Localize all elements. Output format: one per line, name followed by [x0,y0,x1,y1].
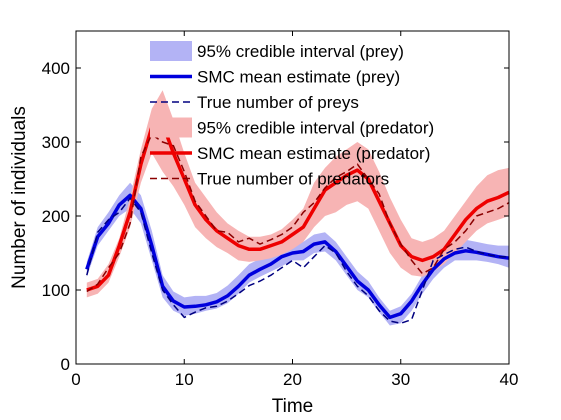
legend: 95% credible interval (prey) SMC mean est… [150,41,434,189]
legend-swatch [150,41,192,61]
x-tick-label: 40 [500,370,519,389]
legend-item-95-credible-interval-predator: 95% credible interval (predator) [150,117,434,138]
x-tick-label: 0 [71,370,80,389]
legend-label: SMC mean estimate (prey) [197,68,400,87]
legend-item-smc-mean-estimate-predator: SMC mean estimate (predator) [150,144,430,163]
legend-item-true-number-of-predators: True number of predators [150,170,389,189]
y-tick-label: 300 [42,133,70,152]
legend-label: True number of predators [197,170,389,189]
series-true-number-of-preys [86,197,509,325]
legend-item-true-number-of-preys: True number of preys [150,93,359,112]
x-tick-label: 20 [283,370,302,389]
series-true-number-of-predators [86,133,510,293]
legend-label: 95% credible interval (predator) [197,119,434,138]
legend-label: True number of preys [197,93,359,112]
series-smc-mean-estimate-prey [85,193,510,320]
band-95-credible-interval-prey [86,182,510,326]
y-tick-label: 400 [42,59,70,78]
y-tick-label: 200 [42,207,70,226]
y-tick-label: 0 [61,355,70,374]
x-axis-label: Time [272,396,314,417]
legend-swatch [150,117,192,138]
plot-area [85,90,510,326]
x-tick-label: 30 [391,370,410,389]
legend-label: SMC mean estimate (predator) [197,144,430,163]
y-axis-label: Number of individuals [9,106,30,289]
legend-item-95-credible-interval-prey: 95% credible interval (prey) [150,41,404,61]
legend-label: 95% credible interval (prey) [197,42,404,61]
band-95-credible-interval-predator [86,90,510,298]
legend-item-smc-mean-estimate-prey: SMC mean estimate (prey) [150,68,400,87]
y-tick-label: 100 [42,281,70,300]
x-tick-label: 10 [175,370,194,389]
